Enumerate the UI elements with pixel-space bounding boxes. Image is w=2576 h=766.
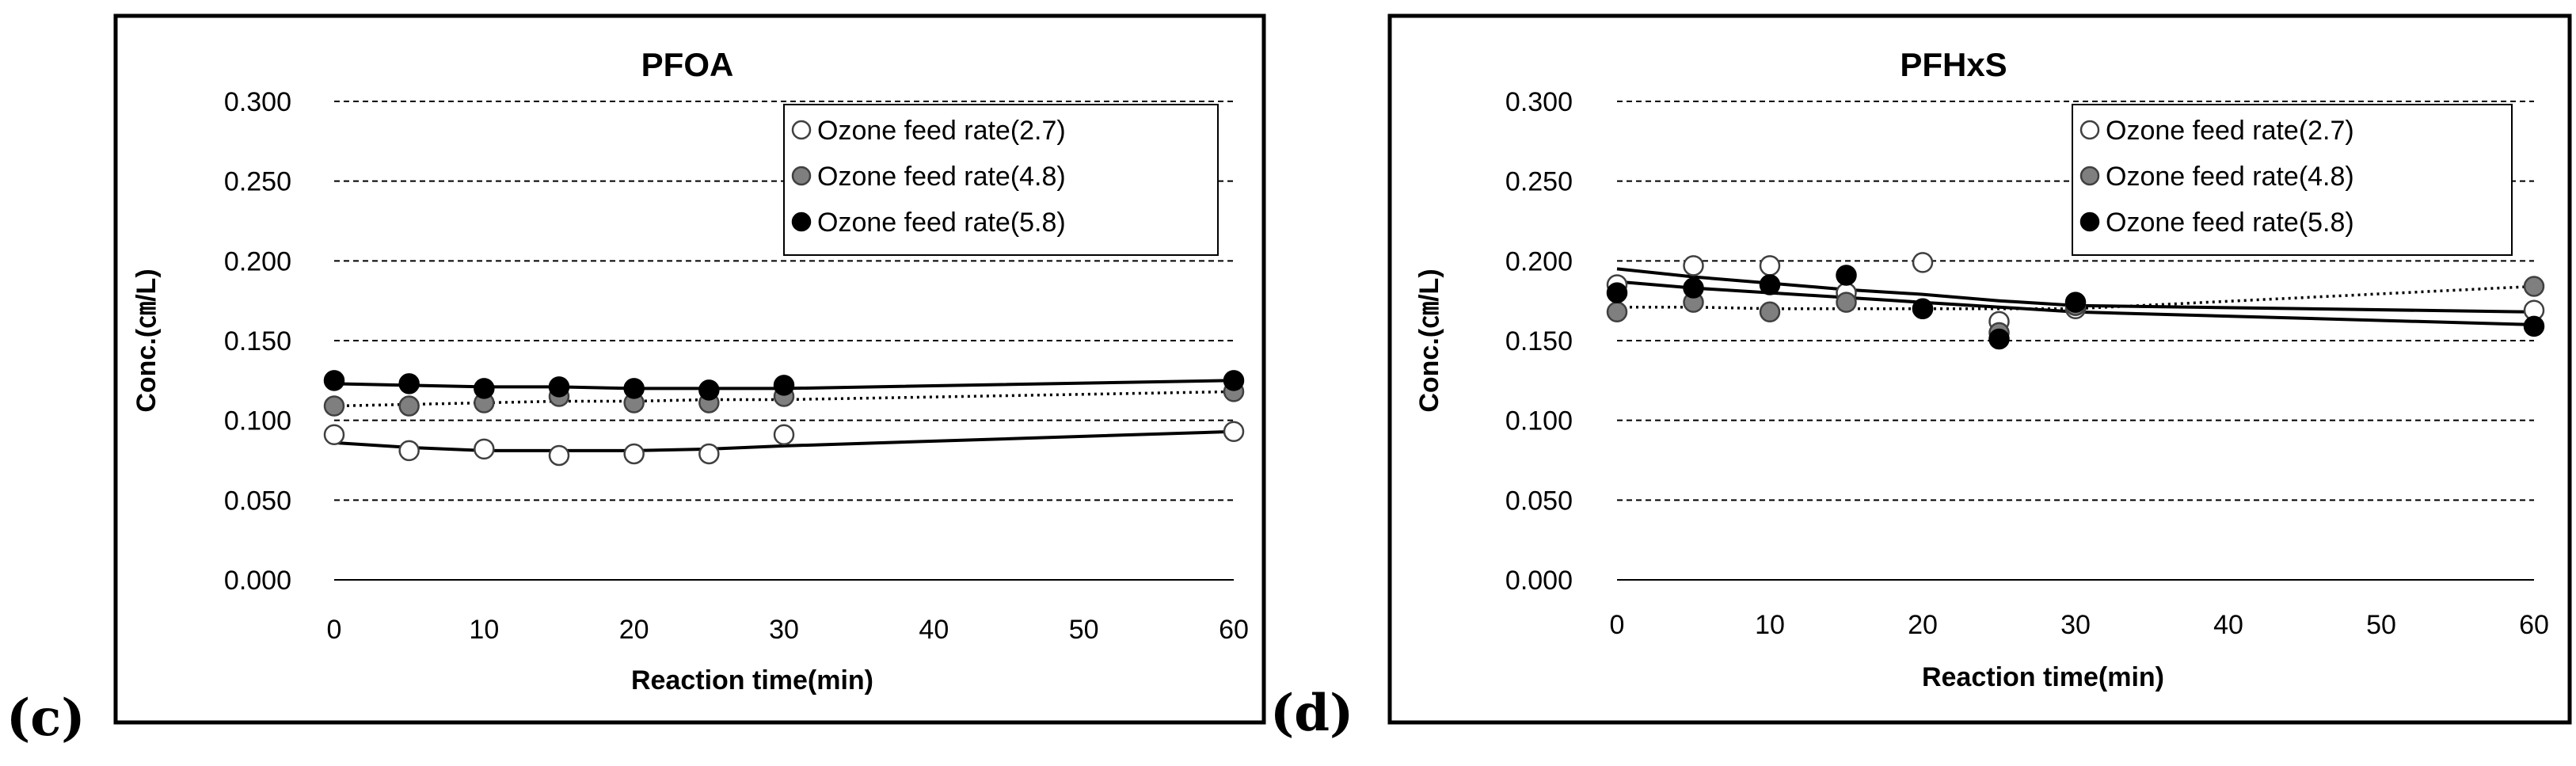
pfhxs-x-tick-label: 0 bbox=[1610, 610, 1625, 640]
pfhxs-legend-box bbox=[2072, 104, 2513, 256]
pfhxs-y-tick-label: 0.250 bbox=[1505, 167, 1573, 197]
pfhxs-x-tick-label: 40 bbox=[2213, 610, 2243, 640]
pfoa-point-series-3 bbox=[548, 376, 570, 398]
pfhxs-legend-marker-3 bbox=[2079, 212, 2100, 232]
pfoa-point-series-3 bbox=[474, 378, 495, 399]
pfhxs-point-series-3 bbox=[1606, 282, 1628, 303]
pfoa-point-series-2 bbox=[398, 395, 420, 417]
pfhxs-x-tick-label: 10 bbox=[1755, 610, 1785, 640]
pfoa-x-axis-label: Reaction time(min) bbox=[631, 665, 873, 695]
pfoa-y-tick-label: 0.250 bbox=[224, 167, 291, 197]
pfoa-point-series-1 bbox=[323, 424, 345, 446]
pfhxs-title: PFHxS bbox=[1900, 46, 2007, 83]
pfhxs-x-tick-label: 30 bbox=[2060, 610, 2091, 640]
pfhxs-y-tick-label: 0.200 bbox=[1505, 246, 1573, 276]
pfhxs-legend-label-2: Ozone feed rate(4.8) bbox=[2106, 162, 2354, 192]
pfhxs-y-tick-label: 0.000 bbox=[1505, 566, 1573, 596]
pfoa-legend-marker-3 bbox=[791, 212, 812, 232]
pfhxs-point-series-3 bbox=[1988, 328, 2010, 350]
pfoa-point-series-3 bbox=[773, 375, 795, 396]
pfhxs-y-tick-label: 0.300 bbox=[1505, 87, 1573, 117]
pfoa-point-series-3 bbox=[698, 379, 720, 401]
pfoa-y-tick-label: 0.300 bbox=[224, 87, 291, 117]
pfoa-point-series-1 bbox=[623, 443, 645, 465]
pfoa-x-tick-label: 60 bbox=[1219, 615, 1249, 645]
pfoa-point-series-1 bbox=[1223, 421, 1245, 443]
pfhxs-legend-marker-2 bbox=[2079, 166, 2100, 186]
pfoa-point-series-1 bbox=[698, 443, 720, 465]
pfhxs-point-series-2 bbox=[1606, 301, 1628, 323]
pfhxs-point-series-3 bbox=[1759, 274, 1781, 295]
pfoa-point-series-3 bbox=[323, 370, 345, 391]
pfhxs-point-series-1 bbox=[1759, 255, 1781, 276]
pfhxs-y-tick-label: 0.150 bbox=[1505, 326, 1573, 356]
pfhxs-x-tick-label: 50 bbox=[2366, 610, 2396, 640]
pfoa-x-tick-label: 50 bbox=[1069, 615, 1099, 645]
pfoa-point-series-3 bbox=[623, 378, 645, 399]
pfhxs-trendline-series-3 bbox=[1616, 280, 2535, 326]
pfoa-y-tick-label: 0.200 bbox=[224, 246, 291, 276]
pfoa-x-tick-label: 30 bbox=[769, 615, 799, 645]
pfoa-trendline-series-2 bbox=[333, 390, 1235, 408]
pfhxs-point-series-1 bbox=[1683, 255, 1704, 276]
pfoa-point-series-3 bbox=[1223, 370, 1245, 391]
pfhxs-point-series-3 bbox=[1683, 277, 1704, 299]
pfoa-legend-label-1: Ozone feed rate(2.7) bbox=[817, 116, 1066, 146]
pfhxs-point-series-1 bbox=[1912, 252, 1934, 273]
pfhxs-point-series-3 bbox=[1836, 265, 1857, 286]
pfoa-point-series-1 bbox=[548, 444, 570, 467]
pfoa-legend-marker-2 bbox=[791, 166, 812, 186]
pfoa-x-tick-label: 20 bbox=[619, 615, 649, 645]
pfhxs-trendline-series-1 bbox=[1616, 267, 2535, 314]
pfhxs-point-series-3 bbox=[2523, 315, 2545, 337]
pfoa-y-tick-label: 0.050 bbox=[224, 486, 291, 516]
pfoa-x-tick-label: 0 bbox=[327, 615, 342, 645]
pfoa-point-series-3 bbox=[398, 373, 420, 394]
pfhxs-y-axis-label: Conc.(㎝/L) bbox=[1414, 269, 1444, 412]
pfhxs-trendline-series-2 bbox=[1617, 284, 2535, 311]
pfhxs-legend-label-3: Ozone feed rate(5.8) bbox=[2106, 208, 2354, 238]
pfoa-y-tick-label: 0.000 bbox=[224, 566, 291, 596]
pfhxs-point-series-3 bbox=[1912, 298, 1934, 319]
pfoa-y-tick-label: 0.100 bbox=[224, 406, 291, 436]
pfoa-x-tick-label: 10 bbox=[469, 615, 499, 645]
pfoa-legend-label-3: Ozone feed rate(5.8) bbox=[817, 208, 1066, 238]
panel-label-c: (c) bbox=[6, 688, 86, 748]
pfoa-legend-box bbox=[783, 104, 1219, 256]
panel-label-d: (d) bbox=[1270, 684, 1353, 743]
pfhxs-point-series-2 bbox=[1759, 301, 1781, 323]
pfoa-title: PFOA bbox=[641, 46, 734, 83]
pfoa-point-series-1 bbox=[474, 438, 495, 460]
pfoa-x-tick-label: 40 bbox=[919, 615, 949, 645]
pfhxs-point-series-3 bbox=[2064, 292, 2087, 313]
pfoa-point-series-2 bbox=[323, 395, 345, 417]
chart-pfhxs: PFHxS 0.000 0.050 0.100 0.150 0.200 0.250 0.300… bbox=[1414, 46, 2549, 692]
pfoa-point-series-1 bbox=[398, 440, 420, 462]
pfoa-legend-label-2: Ozone feed rate(4.8) bbox=[817, 162, 1066, 192]
pfhxs-y-tick-label: 0.050 bbox=[1505, 486, 1573, 516]
pfhxs-legend-marker-1 bbox=[2079, 120, 2100, 140]
pfoa-y-tick-label: 0.150 bbox=[224, 326, 291, 356]
pfoa-legend-marker-1 bbox=[791, 120, 812, 140]
pfhxs-x-axis-label: Reaction time(min) bbox=[1922, 662, 2164, 692]
pfhxs-point-series-2 bbox=[2523, 276, 2545, 297]
pfhxs-x-tick-label: 60 bbox=[2519, 610, 2549, 640]
chart-pfoa: PFOA 0.000 0.050 0.100 0.150 0.200 0.250 0.300 0… bbox=[131, 46, 1249, 695]
pfhxs-point-series-2 bbox=[1836, 292, 1857, 313]
pfhxs-y-tick-label: 0.100 bbox=[1505, 406, 1573, 436]
pfhxs-x-tick-label: 20 bbox=[1908, 610, 1938, 640]
pfhxs-legend-label-1: Ozone feed rate(2.7) bbox=[2106, 116, 2354, 146]
pfoa-y-axis-label: Conc.(㎝/L) bbox=[131, 269, 162, 412]
pfoa-point-series-1 bbox=[773, 424, 795, 446]
pfoa-trendline-series-3 bbox=[333, 379, 1235, 391]
pfoa-trendline-series-1 bbox=[333, 429, 1235, 452]
